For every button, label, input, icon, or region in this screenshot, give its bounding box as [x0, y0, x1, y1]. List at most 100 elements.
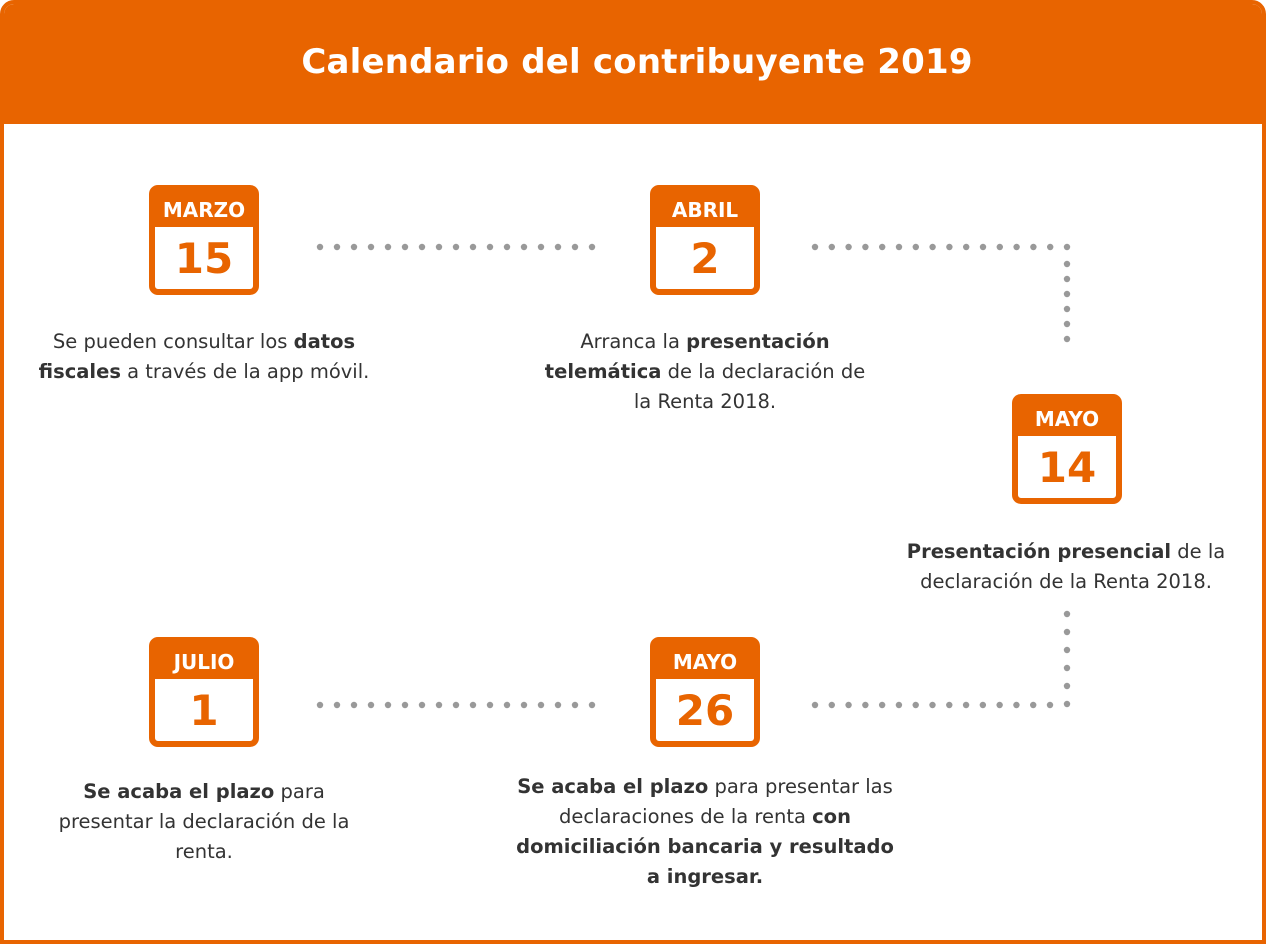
- connector-dot: [1030, 243, 1037, 251]
- calendar-day: 15: [174, 234, 234, 283]
- connector-dot: [418, 243, 426, 251]
- connector-dot: [571, 243, 579, 251]
- event-description: Se pueden consultar los datos fiscales a…: [24, 327, 384, 387]
- connector-dot: [912, 243, 919, 251]
- connector-dot: [996, 243, 1003, 251]
- connector-dot: [486, 701, 494, 709]
- description-segment: a través de la app móvil.: [120, 360, 370, 383]
- calendar-month: JULIO: [155, 643, 253, 679]
- calendar-month: MAYO: [1018, 400, 1116, 436]
- connector-dot: [929, 243, 936, 251]
- calendar-month: MARZO: [155, 191, 253, 227]
- description-segment: datos fiscales: [38, 330, 356, 383]
- connector-dot: [1063, 664, 1071, 672]
- connector-dot: [946, 243, 953, 251]
- connector-dot: [401, 701, 409, 709]
- connector-dot: [845, 701, 852, 709]
- connector-dot: [486, 243, 494, 251]
- calendar-icon-mayo-26: MAYO 26: [650, 637, 760, 747]
- connector-dot: [1030, 701, 1037, 709]
- connector-dot: [862, 243, 869, 251]
- connector-dot: [401, 243, 409, 251]
- description-segment: Arranca la: [580, 330, 687, 353]
- calendar-icon-marzo-15: MARZO 15: [149, 185, 259, 295]
- connector-dot: [435, 701, 443, 709]
- description-segment: con domiciliación bancaria y resultado a…: [516, 805, 894, 888]
- calendar-month: ABRIL: [656, 191, 754, 227]
- connector-dot: [862, 701, 869, 709]
- connector-dot: [1063, 260, 1071, 268]
- description-segment: Se acaba el plazo: [517, 775, 709, 798]
- header-bar: Calendario del contribuyente 2019: [4, 4, 1262, 124]
- connector-dot: [520, 243, 528, 251]
- connector-dot: [845, 243, 852, 251]
- event-description: Presentación presencial de la declaració…: [906, 537, 1226, 597]
- connector-dot: [435, 243, 443, 251]
- connector-dot: [503, 243, 511, 251]
- connector-dot: [895, 701, 903, 709]
- connector-dot: [811, 701, 819, 709]
- description-segment: para presentar las declaraciones de la r…: [559, 775, 893, 828]
- description-segment: para presentar la declaración de la rent…: [58, 780, 350, 863]
- event-description: Se acaba el plazo para presentar la decl…: [34, 777, 374, 867]
- description-segment: Se pueden consultar los: [52, 330, 294, 353]
- connector-dot: [1063, 682, 1071, 690]
- event-description: Arranca la presentación telemática de la…: [540, 327, 870, 417]
- connector-dot: [879, 243, 886, 251]
- connector-dot: [979, 701, 987, 709]
- connector-dot: [878, 701, 886, 709]
- connector-dot: [384, 701, 392, 709]
- connector-dot: [1063, 335, 1071, 343]
- connector-dot: [1013, 701, 1020, 709]
- connector-dot: [588, 701, 596, 709]
- connector-dot: [1063, 275, 1071, 283]
- connector-dot: [350, 243, 358, 251]
- description-segment: Se acaba el plazo: [83, 780, 275, 803]
- event-description: Se acaba el plazo para presentar las dec…: [515, 772, 895, 892]
- connector-dot: [946, 701, 953, 709]
- connector-dot: [828, 701, 835, 709]
- connector-dot: [979, 243, 987, 251]
- calendar-day: 1: [189, 686, 219, 735]
- connector-dot: [1063, 243, 1071, 251]
- connector-dot: [895, 243, 903, 251]
- connector-dot: [1063, 700, 1071, 708]
- connector-dot: [350, 701, 358, 709]
- connector-dot: [554, 243, 562, 251]
- connector-dot: [1046, 701, 1054, 709]
- connector-dot: [452, 243, 460, 251]
- connector-dot: [367, 701, 375, 709]
- page-title: Calendario del contribuyente 2019: [301, 42, 973, 82]
- connector-dot: [962, 701, 970, 709]
- connector-dot: [588, 243, 596, 251]
- connector-dot: [811, 243, 819, 251]
- connector-dot: [333, 243, 341, 251]
- connector-dot: [996, 701, 1003, 709]
- calendar-icon-mayo-14: MAYO 14: [1012, 394, 1122, 504]
- connector-dot: [571, 701, 579, 709]
- connector-dot: [1063, 290, 1071, 298]
- description-segment: de la declaración de la Renta 2018.: [633, 360, 866, 413]
- calendar-day: 2: [690, 234, 720, 283]
- connector-dot: [418, 701, 426, 709]
- connector-dot: [537, 701, 545, 709]
- connector-dot: [520, 701, 528, 709]
- description-segment: Presentación presencial: [906, 540, 1172, 563]
- description-segment: de la declaración de la Renta 2018.: [920, 540, 1226, 593]
- calendar-icon-abril-2: ABRIL 2: [650, 185, 760, 295]
- connector-dot: [1047, 243, 1054, 251]
- connector-dot: [333, 701, 341, 709]
- connector-dot: [503, 701, 511, 709]
- connector-dot: [929, 701, 936, 709]
- connector-dot: [1013, 243, 1020, 251]
- calendar-icon-julio-1: JULIO 1: [149, 637, 259, 747]
- connector-dot: [1063, 646, 1071, 654]
- calendar-day: 14: [1037, 443, 1097, 492]
- calendar-day: 26: [675, 686, 735, 735]
- connector-dot: [1063, 320, 1071, 328]
- connector-dot: [367, 243, 375, 251]
- description-segment: presentación telemática: [544, 330, 830, 383]
- connector-dot: [469, 243, 477, 251]
- connector-dot: [1063, 305, 1071, 313]
